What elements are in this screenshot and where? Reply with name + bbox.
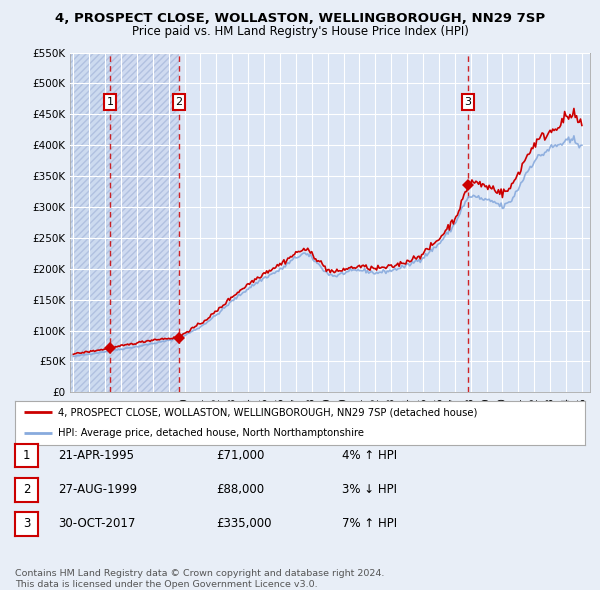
Bar [110, 53, 179, 392]
Text: 2: 2 [23, 483, 30, 496]
Text: 4, PROSPECT CLOSE, WOLLASTON, WELLINGBOROUGH, NN29 7SP (detached house): 4, PROSPECT CLOSE, WOLLASTON, WELLINGBOR… [58, 407, 477, 417]
Text: 4% ↑ HPI: 4% ↑ HPI [342, 449, 397, 462]
Text: HPI: Average price, detached house, North Northamptonshire: HPI: Average price, detached house, Nort… [58, 428, 364, 438]
Text: 7% ↑ HPI: 7% ↑ HPI [342, 517, 397, 530]
Text: 4, PROSPECT CLOSE, WOLLASTON, WELLINGBOROUGH, NN29 7SP: 4, PROSPECT CLOSE, WOLLASTON, WELLINGBOR… [55, 12, 545, 25]
Text: £71,000: £71,000 [216, 449, 265, 462]
Text: Price paid vs. HM Land Registry's House Price Index (HPI): Price paid vs. HM Land Registry's House … [131, 25, 469, 38]
Text: 3: 3 [23, 517, 30, 530]
Text: 2: 2 [176, 97, 182, 107]
Text: 30-OCT-2017: 30-OCT-2017 [58, 517, 136, 530]
Text: 3: 3 [464, 97, 472, 107]
Text: £88,000: £88,000 [216, 483, 264, 496]
Text: 1: 1 [23, 449, 30, 462]
Text: 21-APR-1995: 21-APR-1995 [58, 449, 134, 462]
Text: 27-AUG-1999: 27-AUG-1999 [58, 483, 137, 496]
Bar [70, 53, 110, 392]
Text: 3% ↓ HPI: 3% ↓ HPI [342, 483, 397, 496]
Text: Contains HM Land Registry data © Crown copyright and database right 2024.
This d: Contains HM Land Registry data © Crown c… [15, 569, 385, 589]
Text: 1: 1 [107, 97, 113, 107]
Text: £335,000: £335,000 [216, 517, 271, 530]
